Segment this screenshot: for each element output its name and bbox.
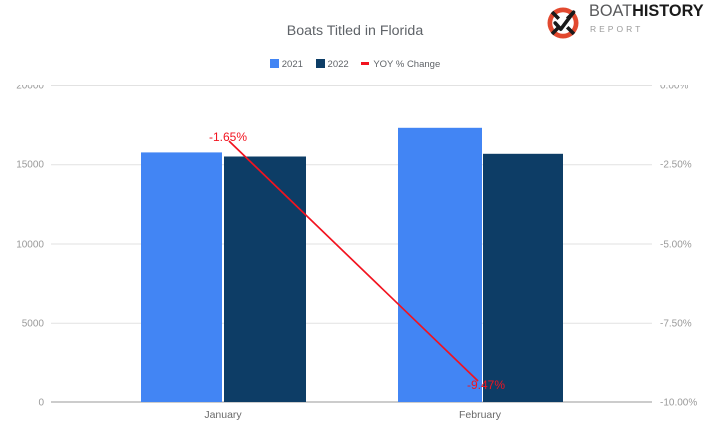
- svg-text:0.00%: 0.00%: [660, 85, 688, 92]
- svg-text:0: 0: [38, 398, 44, 409]
- svg-text:January: January: [204, 409, 242, 421]
- svg-text:-1.65%: -1.65%: [209, 130, 247, 144]
- svg-text:-5.00%: -5.00%: [660, 240, 692, 251]
- svg-text:20000: 20000: [16, 85, 44, 92]
- svg-text:-7.50%: -7.50%: [660, 319, 692, 330]
- svg-text:February: February: [459, 409, 502, 421]
- svg-text:5000: 5000: [22, 319, 45, 330]
- svg-text:10000: 10000: [16, 240, 44, 251]
- svg-text:-2.50%: -2.50%: [660, 160, 692, 171]
- svg-text:-9.47%: -9.47%: [467, 378, 505, 392]
- svg-text:-10.00%: -10.00%: [660, 398, 697, 409]
- svg-text:15000: 15000: [16, 160, 44, 171]
